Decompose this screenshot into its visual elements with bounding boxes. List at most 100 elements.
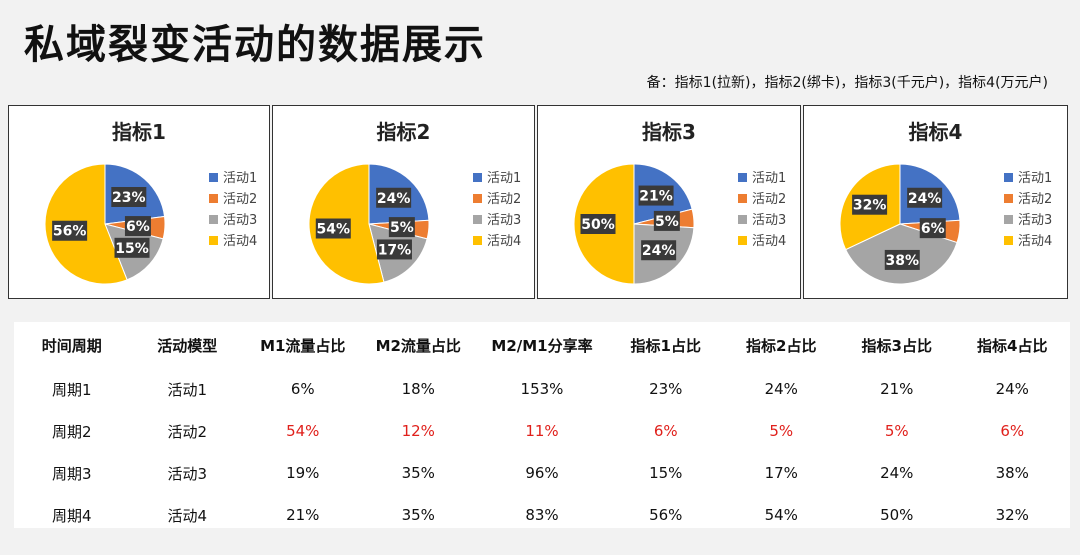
header-cell: M2/M1分享率 (491, 336, 593, 355)
table-cell: 18% (401, 380, 435, 398)
data-label: 32% (853, 198, 887, 214)
data-label: 5% (655, 214, 679, 230)
table-cell-highlight: 12% (401, 422, 435, 440)
table-cell: 32% (995, 506, 1029, 524)
chart-title: 指标3 (642, 120, 696, 144)
table-cell-highlight: 5% (884, 422, 909, 440)
table-cell: 周期4 (51, 506, 92, 525)
chart-title: 指标1 (112, 120, 166, 144)
header-cell: M2流量占比 (375, 336, 461, 355)
table-cell: 153% (520, 380, 564, 398)
legend-label: 活动3 (752, 213, 786, 228)
data-label-bg (111, 186, 147, 207)
data-label-bg (124, 216, 151, 237)
table-cell: 21% (286, 506, 320, 524)
data-label-bg (114, 237, 150, 258)
legend-swatch (1004, 236, 1013, 245)
data-label-bg (907, 187, 943, 208)
legend-swatch (738, 173, 747, 182)
table-cell: 21% (880, 380, 914, 398)
table-cell: 38% (995, 464, 1029, 482)
legend-label: 活动1 (1018, 171, 1052, 186)
table-cell: 35% (401, 464, 435, 482)
pie-chart-svg: 指标2 24% 5% 17% 54% 活动1 活动2 活动3 活动4 (308, 120, 521, 285)
legend-label: 活动4 (1018, 234, 1052, 249)
table-cell: 周期3 (51, 464, 92, 483)
legend-swatch (1004, 173, 1013, 182)
table-cell: 23% (649, 380, 683, 398)
legend-label: 活动2 (223, 192, 257, 207)
data-table-panel: 时间周期 活动模型 M1流量占比 M2流量占比 M2/M1分享率 指标1占比 指… (14, 322, 1070, 528)
legend-swatch (738, 194, 747, 203)
legend-swatch (1004, 215, 1013, 224)
data-label: 6% (126, 219, 150, 235)
table-cell: 19% (286, 464, 320, 482)
legend-swatch (738, 215, 747, 224)
pie-chart-3: 指标3 21% 5% 24% 50% 活动1 活动2 活动3 活动4 (537, 105, 801, 299)
legend-swatch (209, 215, 218, 224)
legend-label: 活动1 (487, 171, 521, 186)
table-row: 周期2 活动2 54% 12% 11% 6% 5% 5% 6% (14, 410, 1070, 452)
legend-label: 活动2 (487, 192, 521, 207)
header-cell: 指标2占比 (746, 336, 817, 355)
data-label: 21% (639, 189, 673, 205)
table-cell: 活动1 (167, 380, 208, 399)
data-label-bg (919, 218, 946, 239)
legend-swatch (473, 194, 482, 203)
pie-chart-4: 指标4 24% 6% 38% 32% 活动1 活动2 活动3 活动4 (803, 105, 1068, 299)
data-label-bg (388, 217, 415, 238)
table-cell: 17% (764, 464, 798, 482)
table-header-row: 时间周期 活动模型 M1流量占比 M2流量占比 M2/M1分享率 指标1占比 指… (14, 322, 1070, 368)
legend-label: 活动4 (223, 234, 257, 249)
legend-label: 活动3 (223, 213, 257, 228)
data-label: 24% (377, 191, 411, 207)
data-label: 15% (115, 241, 149, 257)
table-cell-highlight: 11% (525, 422, 559, 440)
legend-label: 活动2 (752, 192, 786, 207)
header-cell: 时间周期 (41, 336, 102, 355)
pie-chart-2: 指标2 24% 5% 17% 54% 活动1 活动2 活动3 活动4 (272, 105, 535, 299)
header-cell: 活动模型 (157, 336, 218, 355)
table-cell-highlight: 5% (769, 422, 794, 440)
legend-swatch (209, 173, 218, 182)
data-label-bg (852, 194, 888, 215)
data-label-bg (653, 210, 680, 231)
legend-label: 活动3 (487, 213, 521, 228)
data-label: 50% (581, 217, 615, 233)
table-cell: 活动3 (167, 464, 208, 483)
data-label-bg (376, 239, 412, 260)
data-label: 6% (921, 221, 945, 237)
data-label: 38% (886, 253, 920, 269)
legend-swatch (1004, 194, 1013, 203)
table-cell: 83% (525, 506, 559, 524)
table-cell: 周期2 (51, 422, 92, 441)
data-label-bg (376, 187, 412, 208)
page-title: 私域裂变活动的数据展示 (24, 22, 486, 68)
header-cell: 指标3占比 (861, 336, 932, 355)
data-label-bg (641, 240, 677, 261)
pie-chart-svg: 指标1 23% 6% 15% 56% 活动1 活动2 活动3 活动4 (44, 120, 257, 285)
chart-title: 指标2 (377, 120, 431, 144)
table-cell: 15% (649, 464, 683, 482)
data-label: 5% (390, 220, 414, 236)
table-cell: 6% (290, 380, 315, 398)
header-cell: 指标1占比 (630, 336, 701, 355)
data-label-bg (315, 218, 351, 239)
legend-swatch (473, 173, 482, 182)
table-cell: 24% (995, 380, 1029, 398)
data-label: 54% (317, 222, 351, 238)
pie-chart-1: 指标1 23% 6% 15% 56% 活动1 活动2 活动3 活动4 (8, 105, 270, 299)
table-cell-highlight: 6% (1000, 422, 1025, 440)
table-cell: 96% (525, 464, 559, 482)
data-label-bg (638, 185, 674, 206)
data-label: 17% (378, 242, 412, 258)
data-label: 24% (642, 243, 676, 259)
table-cell: 54% (764, 506, 798, 524)
table-cell: 活动4 (167, 506, 208, 525)
legend-label: 活动1 (752, 171, 786, 186)
legend-swatch (209, 236, 218, 245)
table-row: 周期4 活动4 21% 35% 83% 56% 54% 50% 32% (14, 494, 1070, 536)
chart-title: 指标4 (909, 120, 963, 144)
legend-swatch (738, 236, 747, 245)
table-cell: 周期1 (51, 380, 92, 399)
